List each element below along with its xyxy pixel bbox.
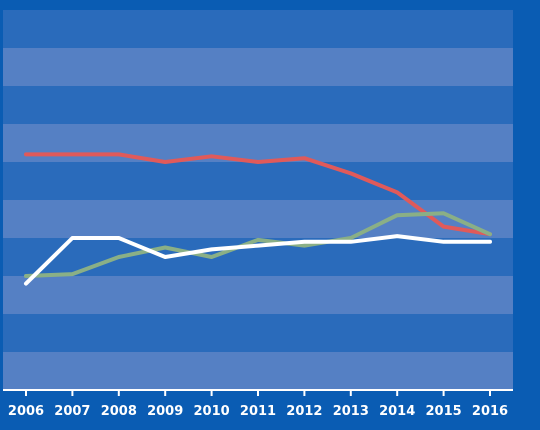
grid-band (3, 10, 513, 48)
x-tick-label: 2015 (426, 404, 462, 419)
grid-band (3, 314, 513, 352)
grid-band (3, 200, 513, 238)
series-line-2 (24, 211, 492, 278)
x-tick-label: 2010 (194, 404, 230, 419)
grid-band (3, 276, 513, 314)
grid-band (3, 162, 513, 200)
series-line-1 (24, 152, 492, 237)
x-tick-label: 2013 (333, 404, 369, 419)
series-lines (24, 152, 492, 286)
grid-band (3, 86, 513, 124)
x-axis-ticks (25, 390, 491, 396)
x-tick-label: 2008 (101, 404, 137, 419)
x-tick-label: 2007 (54, 404, 90, 419)
x-tick-label: 2016 (472, 404, 508, 419)
x-tick-label: 2009 (147, 404, 183, 419)
x-axis-tick-labels: 2006 2007 2008 2009 2010 2011 2012 2013 2014 2015… (8, 404, 508, 419)
grid-band (3, 352, 513, 390)
series-line-3 (24, 234, 492, 286)
x-tick-label: 2006 (8, 404, 44, 419)
x-tick-label: 2014 (379, 404, 415, 419)
grid-band (3, 48, 513, 86)
x-tick-label: 2011 (240, 404, 276, 419)
x-tick-label: 2012 (286, 404, 322, 419)
grid-bands (3, 10, 513, 390)
